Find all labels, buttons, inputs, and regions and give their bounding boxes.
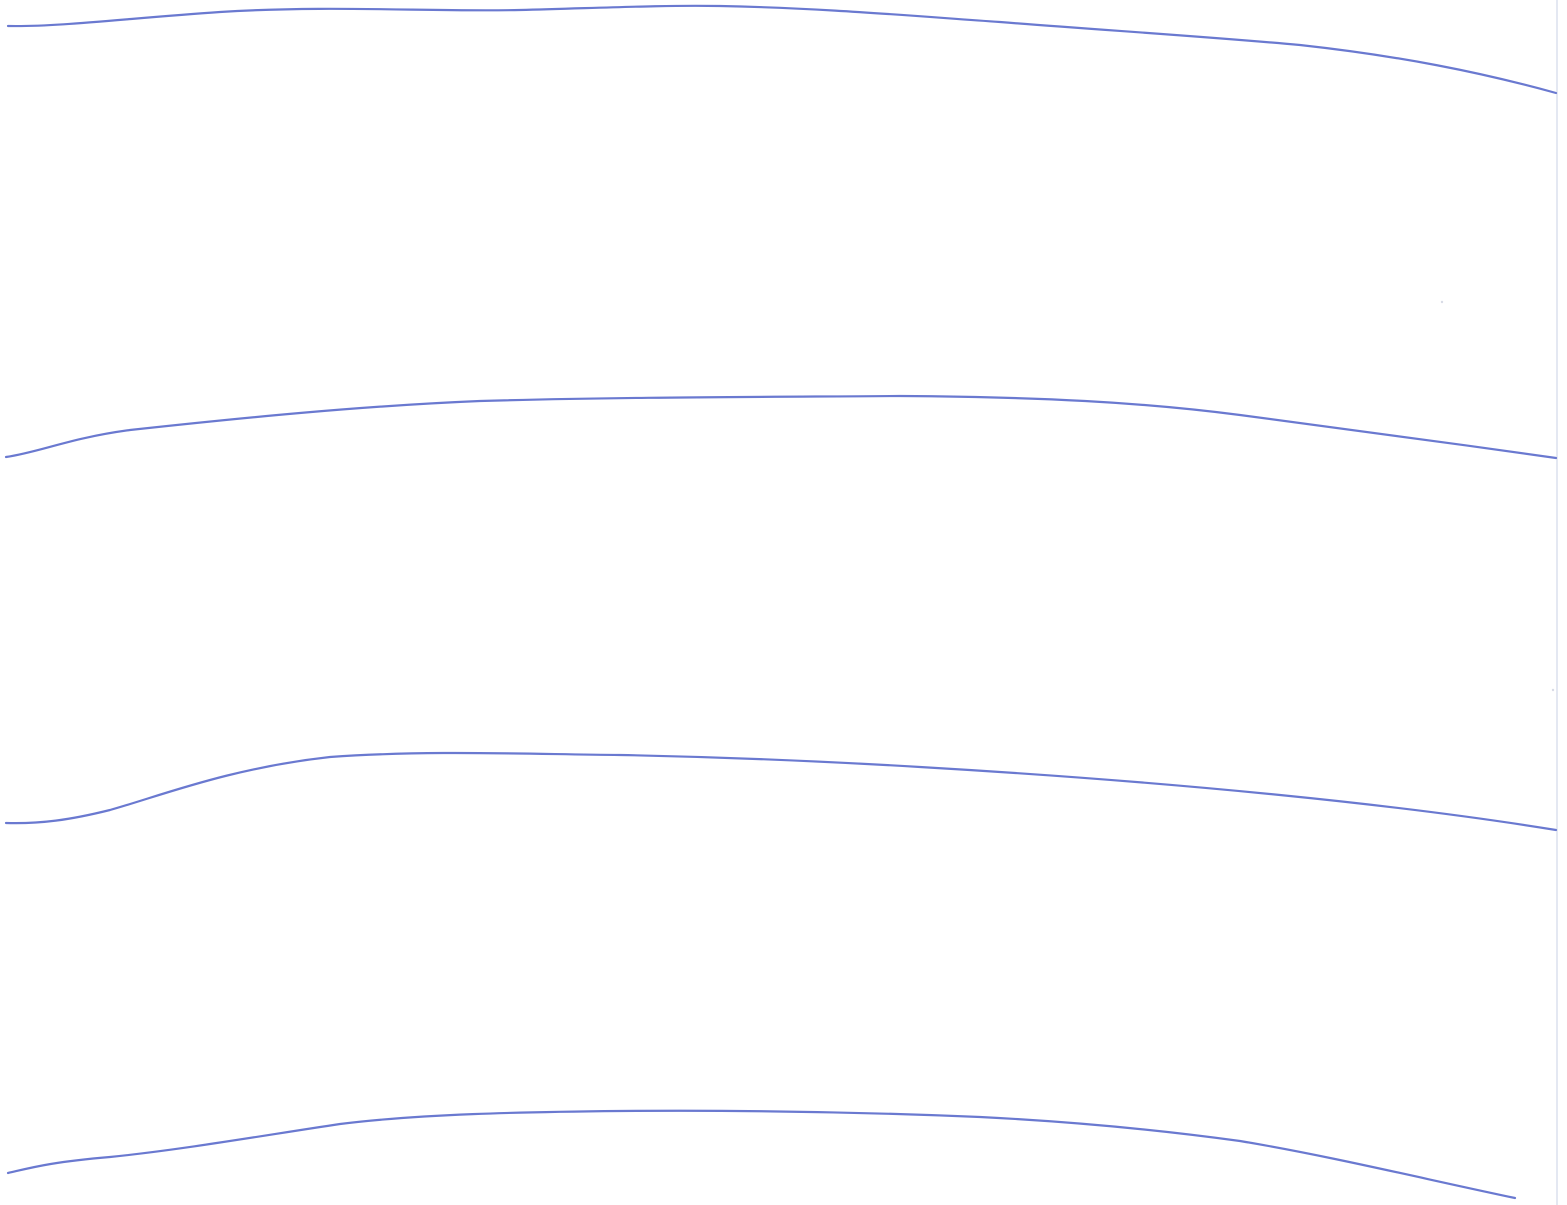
hand-drawn-line-2 — [6, 396, 1556, 458]
hand-drawn-line-3 — [6, 753, 1556, 830]
scan-speck — [1441, 301, 1443, 303]
scan-speck — [1552, 689, 1554, 691]
hand-drawn-line-4 — [8, 1111, 1515, 1198]
hand-drawn-line-1 — [8, 6, 1556, 93]
